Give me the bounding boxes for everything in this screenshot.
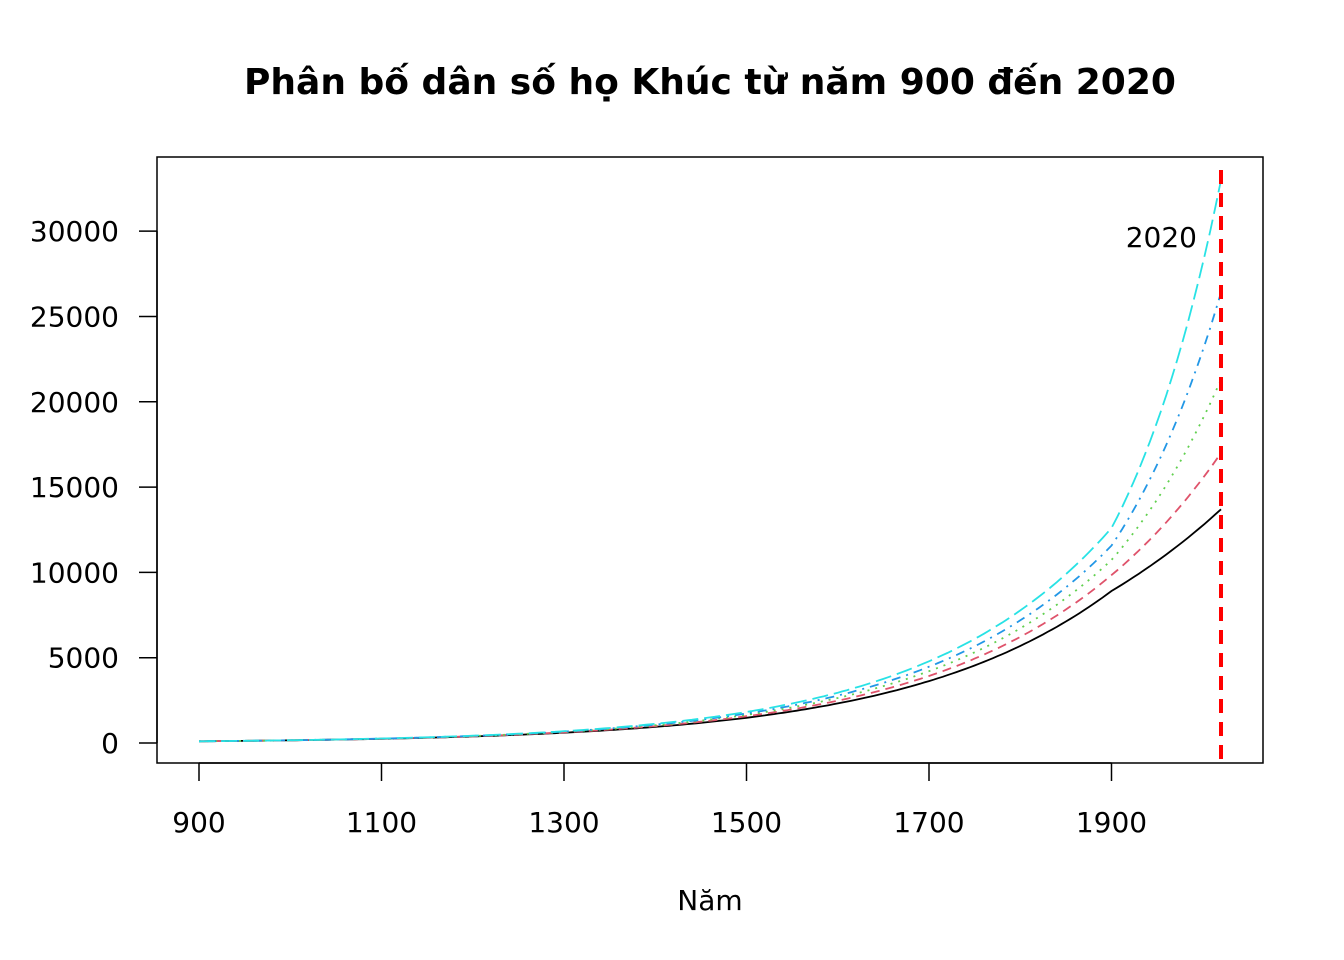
reference-line-label: 2020: [1126, 221, 1197, 254]
series-line-2: [199, 452, 1222, 743]
y-tick-label: 10000: [30, 556, 119, 589]
plot-frame: [156, 156, 1264, 764]
x-tick-label: 1700: [893, 806, 964, 839]
series-line-3: [199, 379, 1222, 743]
x-axis: 900 1100 1300 1500 1700 1900: [172, 762, 1147, 839]
y-tick-label: 0: [101, 727, 119, 760]
series-line-1: [199, 508, 1222, 743]
y-tick-label: 15000: [30, 471, 119, 504]
y-tick-label: 5000: [48, 642, 119, 675]
x-tick-label: 1500: [711, 806, 782, 839]
series-line-4: [199, 292, 1222, 743]
x-tick-label: 1100: [346, 806, 417, 839]
y-tick-label: 25000: [30, 300, 119, 333]
reference-layer: 2020: [1126, 170, 1223, 763]
chart-title: Phân bố dân số họ Khúc từ năm 900 đến 20…: [244, 62, 1176, 103]
y-tick-label: 20000: [30, 386, 119, 419]
x-tick-label: 1900: [1076, 806, 1147, 839]
x-axis-label: Năm: [677, 884, 742, 917]
y-axis: 0 5000 10000 15000 20000 25000 30000: [30, 215, 158, 760]
series-line-5: [199, 179, 1222, 743]
series-layer: [199, 179, 1222, 743]
x-tick-label: 900: [172, 806, 225, 839]
y-tick-label: 30000: [30, 215, 119, 248]
x-tick-label: 1300: [528, 806, 599, 839]
